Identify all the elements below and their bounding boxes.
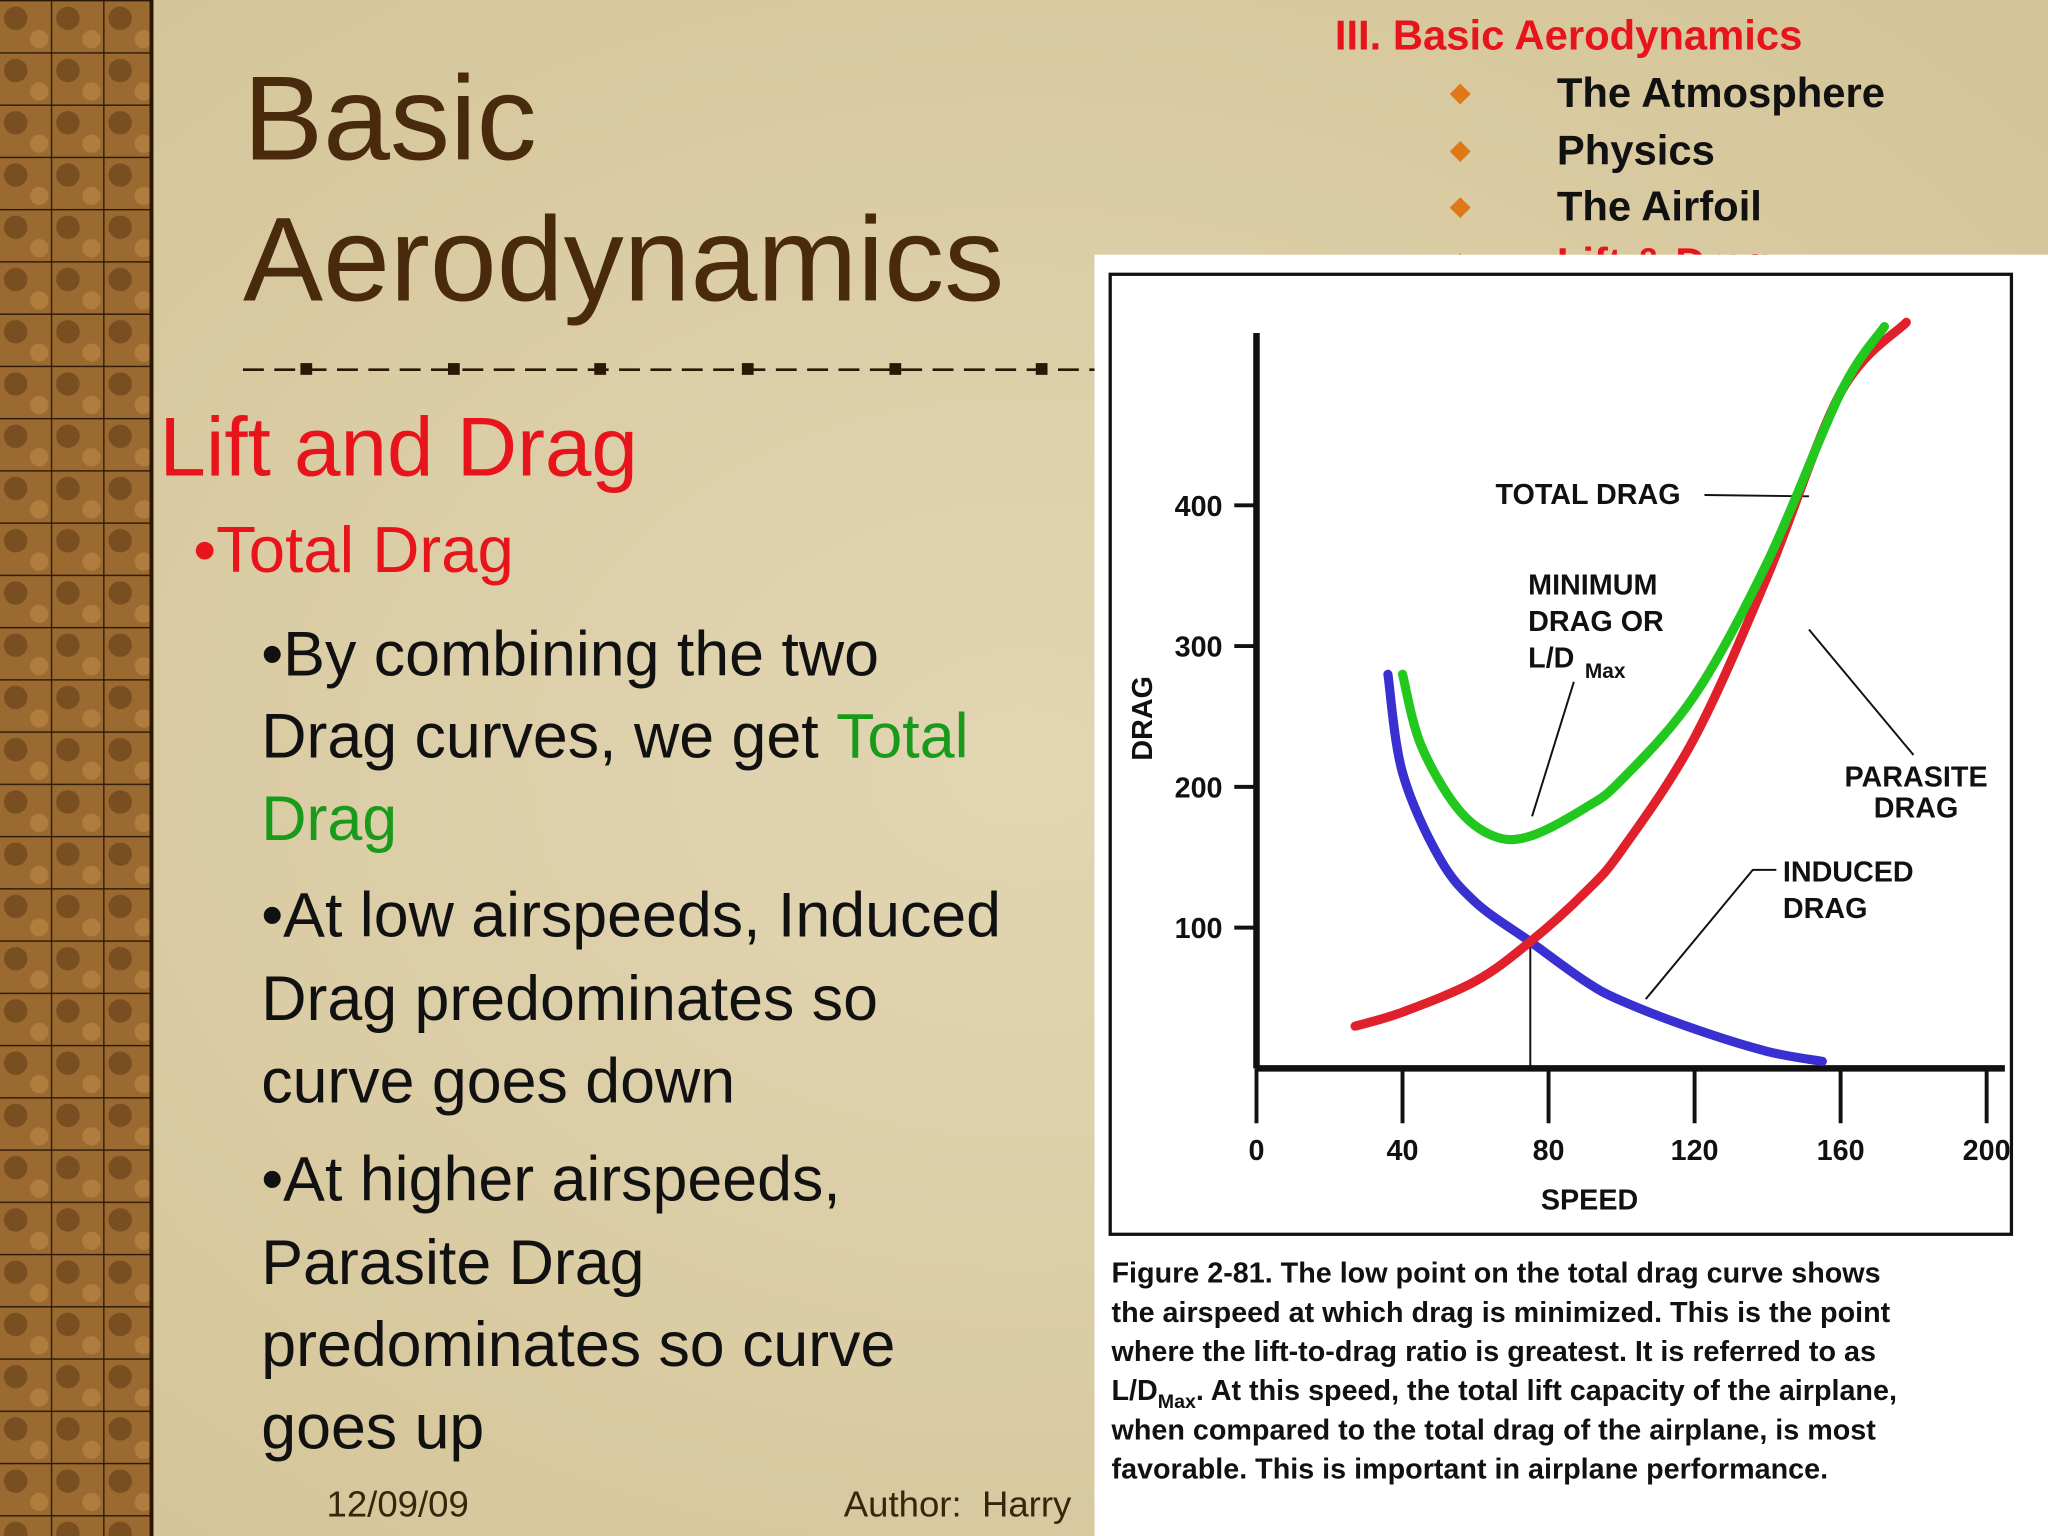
x-tick-label: 160 [1817,1135,1865,1167]
y-tick-label: 300 [1175,632,1223,664]
footer-author: Author: Harry [844,1483,1072,1524]
y-tick-label: 100 [1175,913,1223,945]
footer-date: 12/09/09 [327,1483,469,1524]
annotation: PARASITE [1845,761,1988,793]
title-line: Basic [243,51,537,185]
nav-item: The Atmosphere [1557,69,1885,116]
bullet-line: predominates so curve [261,1310,895,1380]
bullet-line: Parasite Drag [261,1228,644,1298]
y-axis-label: DRAG [1127,676,1159,761]
caption-line: when compared to the total drag of the a… [1111,1414,1877,1446]
nav-item: The Airfoil [1557,183,1762,230]
x-tick-label: 120 [1671,1135,1719,1167]
annotation: TOTAL DRAG [1496,479,1681,511]
bullet-line: •At low airspeeds, Induced [261,880,1001,950]
decor-strip [0,0,152,1536]
annotation: MINIMUM [1528,569,1657,601]
figure-frame [1108,272,2014,1236]
annotation: INDUCED [1783,857,1914,889]
bullet-highlight: Total [836,702,968,772]
caption-line: the airspeed at which drag is minimized.… [1112,1297,1891,1329]
x-axis-label: SPEED [1541,1184,1638,1216]
nav-heading: III. Basic Aerodynamics [1335,12,1803,59]
x-tick-label: 0 [1248,1135,1264,1167]
nav-bullet [1449,83,1471,105]
caption-text: L/D [1112,1375,1158,1407]
y-tick-label: 200 [1175,772,1223,804]
caption-line: L/DMax. At this speed, the total lift ca… [1112,1375,1897,1413]
drag-curve [1397,321,1889,845]
caption-line: favorable. This is important in airplane… [1112,1454,1829,1486]
bullet-line: •At higher airspeeds, [261,1144,841,1214]
caption-sub: Max [1158,1391,1196,1413]
x-tick-label: 40 [1387,1135,1419,1167]
title-rule [242,363,1098,375]
annotation: DRAG [1783,893,1868,925]
nav-bullet [1449,197,1471,219]
bullet-text: Drag curves, we get [261,702,836,772]
subsection: •Total Drag [193,513,513,586]
annotation: DRAG OR [1528,606,1664,638]
annotation: L/D Max [1528,642,1626,682]
bullet-line: goes up [261,1392,484,1462]
leader-line [1808,628,1915,756]
annotation-text: L/D [1528,642,1574,674]
caption-line: Figure 2-81. The low point on the total … [1112,1258,1881,1290]
bullet-line: •By combining the two [261,619,879,689]
bullet-line: Drag predominates so [261,964,878,1034]
drag-curve [1383,669,1827,1066]
y-tick-label: 400 [1175,491,1223,523]
annotation-sub: Max [1585,660,1626,683]
title-line: Aerodynamics [243,192,1004,326]
x-tick-label: 200 [1963,1135,2011,1167]
annotation: DRAG [1874,793,1959,825]
bullet-line: Drag curves, we get Total [261,702,968,772]
leader-line [1644,868,1777,1000]
bullet-highlight: Drag [261,784,397,854]
leader-line [1531,681,1575,817]
section-heading: Lift and Drag [159,399,638,493]
nav-item: Physics [1557,127,1715,174]
caption-text: . At this speed, the total lift capacity… [1196,1375,1897,1407]
bullet-line: curve goes down [261,1046,735,1116]
caption-line: where the lift-to-drag ratio is greatest… [1111,1336,1876,1368]
x-tick-label: 80 [1533,1135,1565,1167]
